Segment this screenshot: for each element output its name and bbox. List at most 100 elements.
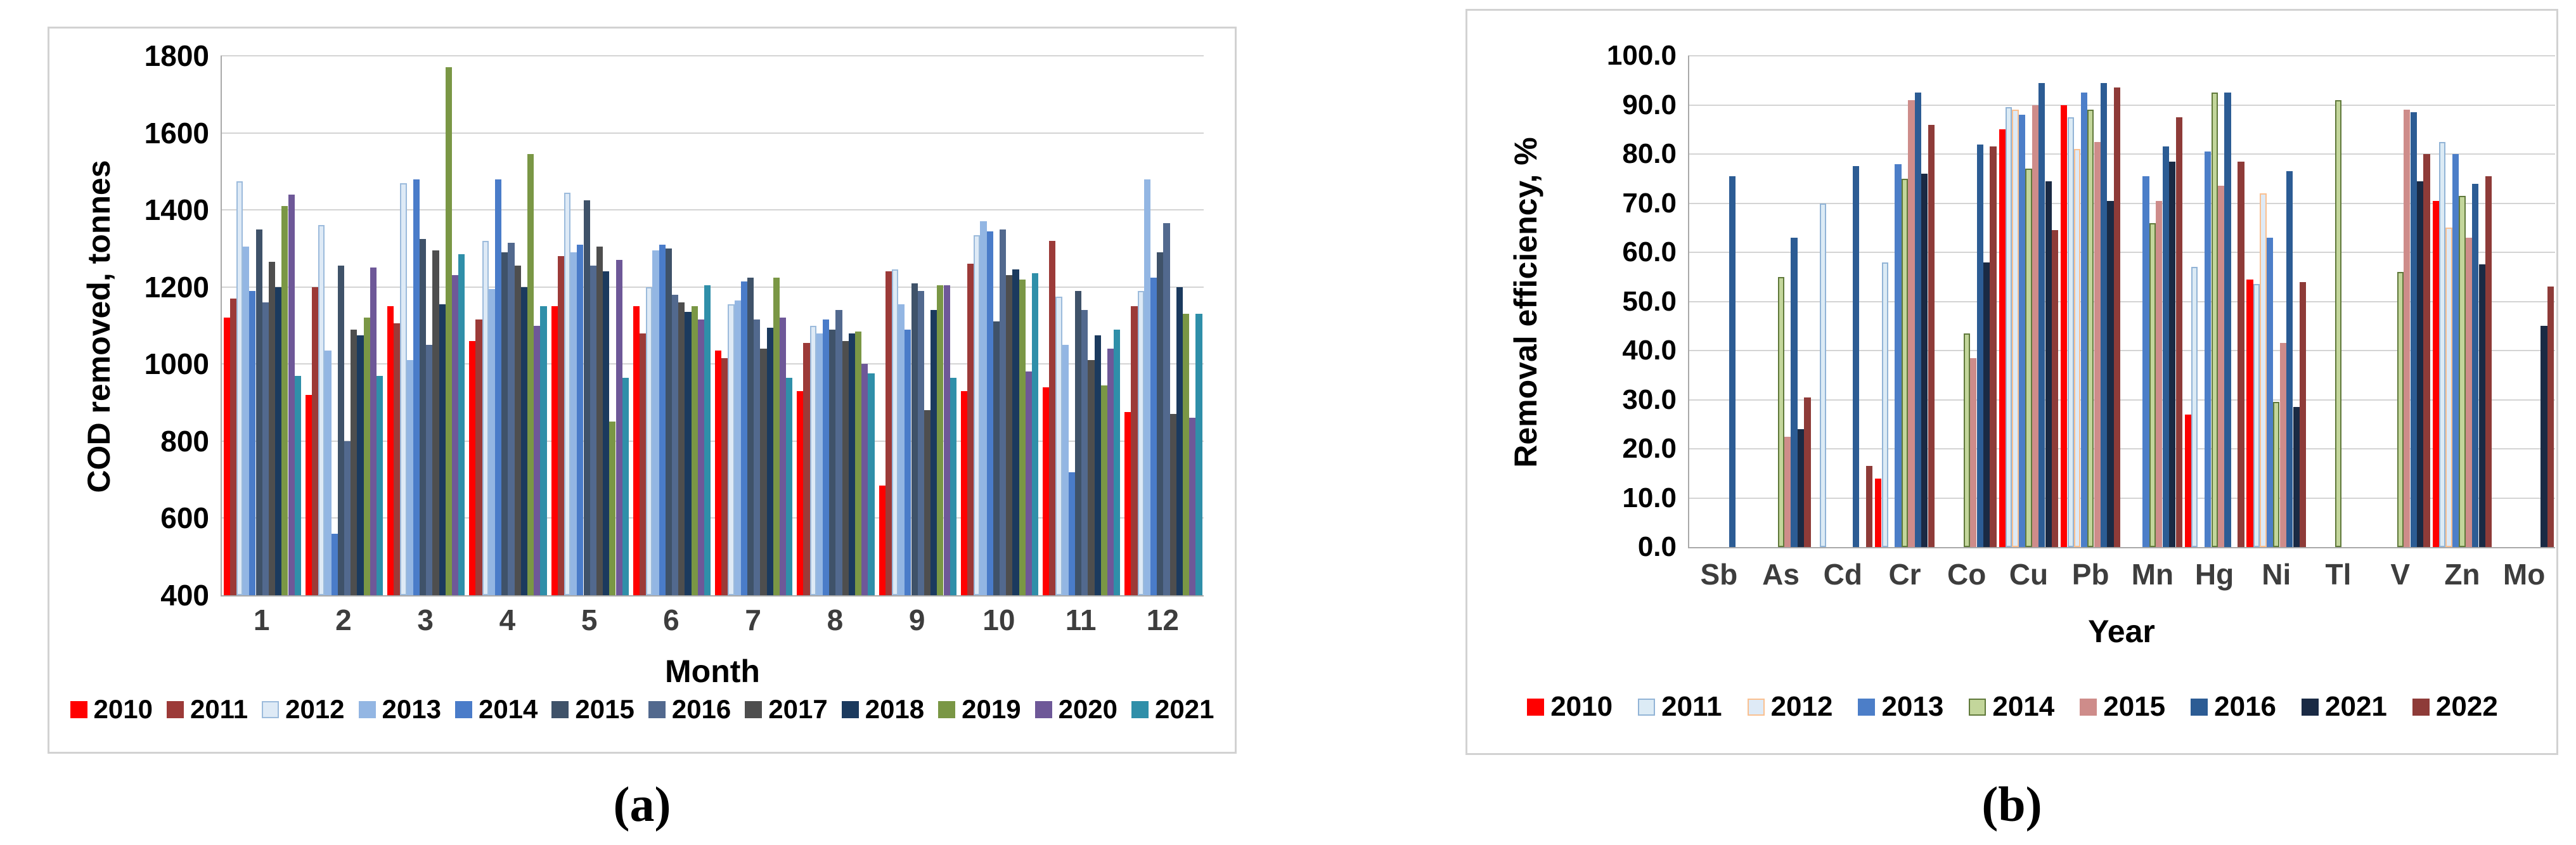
x-category-label-9: 9	[908, 603, 925, 636]
bar-2015-9	[911, 283, 918, 595]
bar-2020-6	[697, 319, 704, 595]
bar-2016-1	[262, 302, 269, 595]
bar-2016-Cr	[1914, 93, 1922, 547]
bar-2014-2	[331, 533, 338, 595]
legend-label-2013: 2013	[1881, 691, 1944, 722]
bar-2013-9	[898, 304, 905, 595]
bar-2016-Hg	[2224, 93, 2231, 547]
bar-2011-12	[1131, 306, 1138, 595]
bar-2019-12	[1183, 314, 1190, 595]
y-tick-label-1800: 1800	[144, 39, 209, 72]
legend-item-2021: 2021	[2302, 691, 2387, 723]
bar-2022-Cd	[1866, 466, 1873, 547]
legend-swatch-2022	[2412, 698, 2430, 716]
bar-2013-3	[406, 360, 413, 595]
x-category-label-Mo: Mo	[2502, 558, 2546, 591]
legend-label-2010: 2010	[1550, 691, 1613, 722]
bar-2010-1	[223, 318, 230, 595]
gridline-y-50	[1688, 300, 2555, 302]
bar-2015-4	[501, 252, 508, 595]
gridline-y-1000	[221, 363, 1204, 365]
legend-swatch-2011	[166, 700, 184, 718]
gridline-y-40	[1688, 350, 2555, 351]
bar-2021-Cu	[2045, 181, 2052, 547]
y-tick-label-40: 40.0	[1622, 335, 1677, 366]
bar-2018-11	[1094, 335, 1101, 595]
bar-2014-6	[659, 244, 666, 595]
bar-2022-Co	[1990, 146, 1997, 547]
legend-item-2012: 2012	[1747, 691, 1832, 723]
bar-2021-8	[868, 373, 875, 595]
bar-2019-11	[1100, 385, 1107, 595]
bar-2019-5	[609, 422, 616, 595]
bar-2012-Cu	[2012, 110, 2019, 547]
legend-item-2018: 2018	[841, 694, 924, 725]
legend-item-2020: 2020	[1034, 694, 1117, 725]
legend-swatch-2020	[1034, 700, 1052, 718]
bar-2012-10	[974, 235, 981, 595]
bar-2010-2	[305, 394, 312, 595]
bar-2013-Zn	[2452, 154, 2459, 547]
bar-2013-5	[570, 252, 577, 595]
bar-2013-1	[243, 246, 250, 595]
bar-2011-3	[394, 323, 401, 595]
y-tick-label-400: 400	[160, 579, 209, 612]
legend-item-2016: 2016	[2191, 691, 2276, 723]
y-axis-line	[1688, 56, 1689, 547]
bar-2014-5	[577, 244, 584, 595]
bar-2015-8	[829, 329, 836, 595]
bar-2019-2	[363, 318, 370, 595]
bar-2014-Pb	[2087, 110, 2094, 547]
legend-label-2015: 2015	[2103, 691, 2166, 722]
bar-2015-Zn	[2465, 237, 2472, 547]
bar-2021-10	[1031, 273, 1039, 595]
bar-2016-Zn	[2472, 183, 2479, 547]
x-category-label-Sb: Sb	[1700, 558, 1738, 591]
bar-2014-Ni	[2273, 402, 2280, 547]
bar-2016-8	[835, 310, 842, 595]
bar-2021-Zn	[2478, 264, 2485, 547]
bar-2011-11	[1049, 240, 1056, 595]
legend-swatch-2010	[1527, 698, 1545, 716]
bar-2018-10	[1012, 269, 1019, 595]
bar-2017-6	[678, 302, 685, 595]
bar-2014-As	[1777, 276, 1784, 547]
bar-2014-8	[823, 319, 830, 595]
x-category-label-Ni: Ni	[2262, 558, 2291, 591]
x-category-label-1: 1	[253, 603, 270, 636]
bar-2018-3	[439, 304, 446, 595]
bar-2013-11	[1062, 344, 1069, 595]
bar-2014-1	[249, 290, 256, 595]
bar-2011-Hg	[2191, 267, 2198, 547]
gridline-y-90	[1688, 104, 2555, 106]
bar-2015-Cr	[1908, 100, 1915, 547]
bar-2010-Hg	[2184, 414, 2191, 547]
x-category-label-V: V	[2390, 558, 2411, 591]
bar-2014-Tl	[2334, 100, 2342, 547]
legend-swatch-2021	[1131, 700, 1149, 718]
x-category-label-Co: Co	[1947, 558, 1987, 591]
bar-2010-10	[960, 390, 967, 595]
bar-2019-8	[855, 331, 862, 595]
y-tick-label-90: 90.0	[1622, 89, 1677, 120]
bar-2016-12	[1163, 223, 1170, 595]
chart-b-box: Removal efficiency, % 0.0 10.0 20.0 30.0 40.…	[1465, 9, 2558, 755]
bar-2012-5	[564, 192, 571, 595]
y-tick-label-1400: 1400	[144, 193, 209, 227]
chart-b-x-axis-title: Year	[2088, 614, 2155, 649]
legend-item-2015: 2015	[551, 694, 634, 725]
bar-2010-5	[551, 306, 558, 595]
bar-2014-Mn	[2149, 223, 2156, 547]
x-category-label-Cr: Cr	[1888, 558, 1921, 591]
bar-2022-V	[2423, 154, 2430, 547]
bar-2017-1	[268, 262, 276, 595]
bar-2014-7	[740, 281, 747, 595]
bar-2013-Ni	[2266, 237, 2273, 547]
legend-item-2016: 2016	[648, 694, 731, 725]
bar-2019-6	[691, 306, 698, 595]
bar-2011-Cr	[1881, 262, 1888, 547]
legend-swatch-2021	[2302, 698, 2319, 716]
bar-2010-Cu	[1999, 129, 2006, 547]
bar-2018-1	[275, 287, 282, 595]
